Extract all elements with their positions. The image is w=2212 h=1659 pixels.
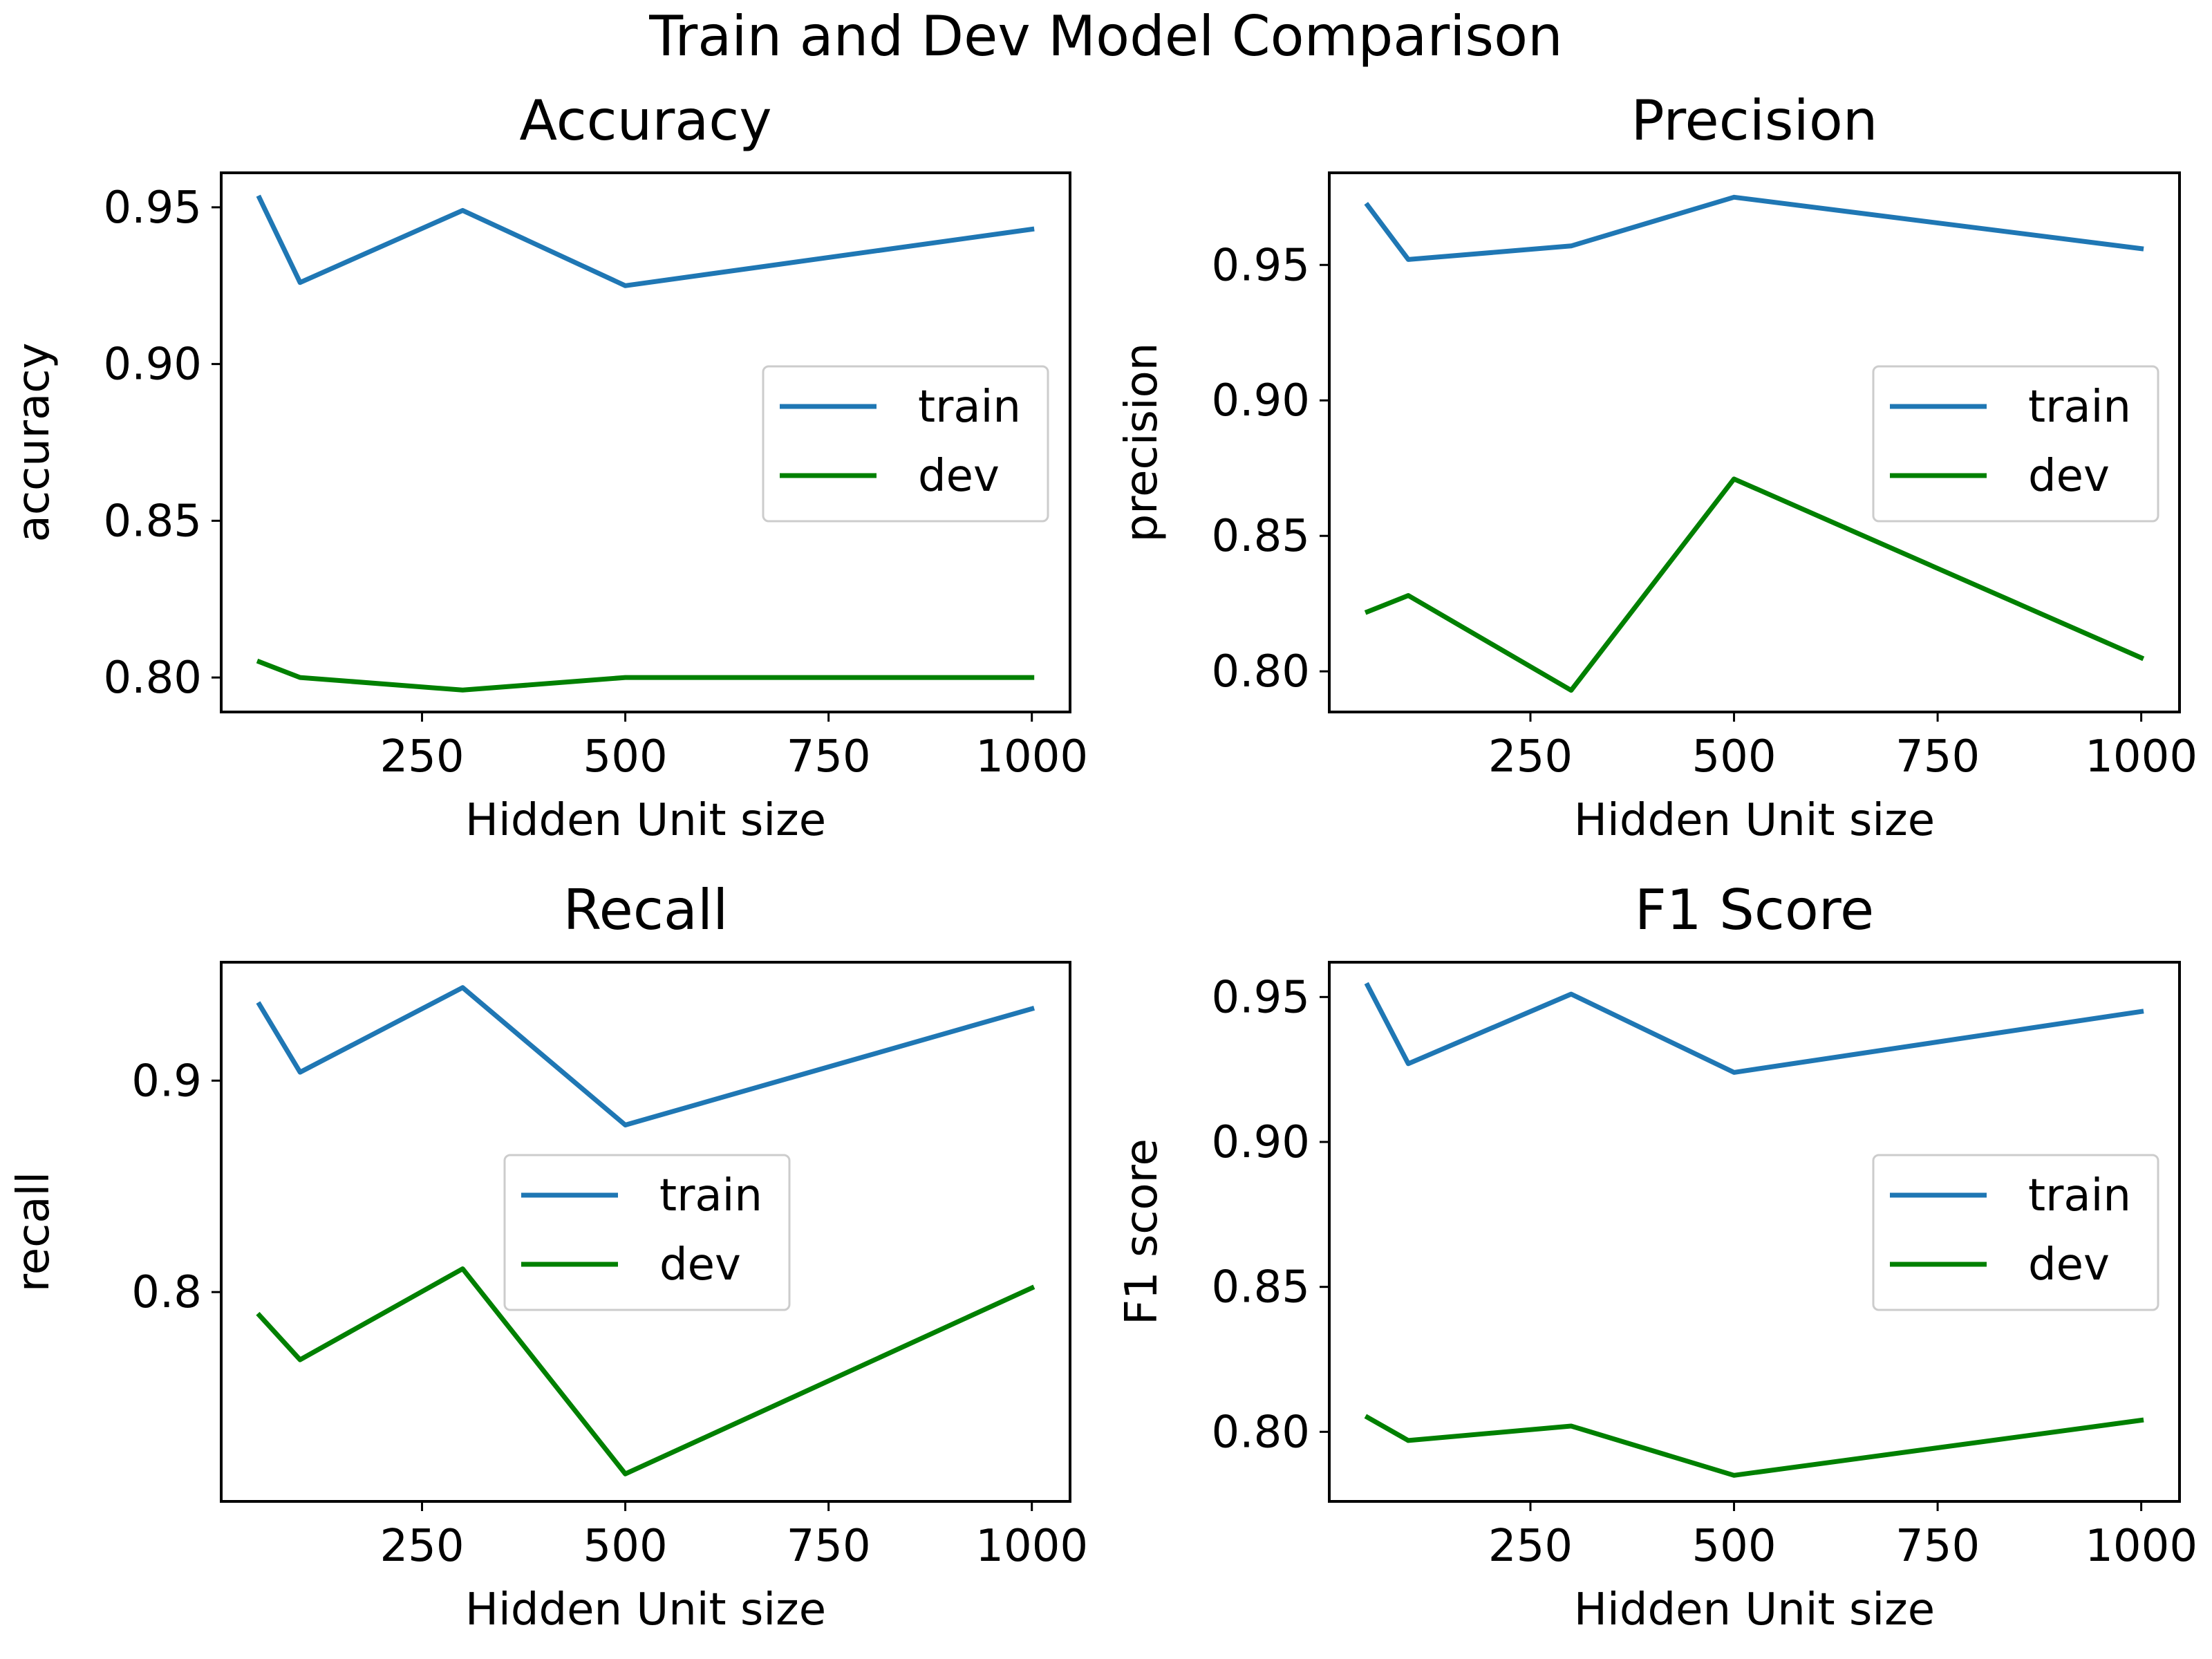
subplot-3: Recall 250 500 750 1000 0.8 0.9 Hidden Unit siz… — [8, 878, 1088, 1635]
x-axis-label: Hidden Unit size — [465, 795, 826, 846]
legend: train dev — [762, 365, 1049, 523]
x-tick-label: 750 — [787, 1521, 871, 1572]
x-tick-label: 1000 — [975, 1521, 1088, 1572]
y-tick-label: 0.90 — [1212, 375, 1311, 427]
y-axis-label: F1 score — [1116, 1138, 1168, 1325]
x-tick-label: 1000 — [975, 731, 1088, 782]
legend-label-dev: dev — [918, 451, 1000, 502]
panel-title: Recall — [563, 878, 729, 942]
figure-title: Train and Dev Model Comparison — [648, 4, 1563, 68]
x-tick-label: 250 — [379, 1521, 464, 1572]
x-tick-label: 750 — [1895, 1521, 1980, 1572]
x-tick-label: 500 — [1691, 1521, 1776, 1572]
x-tick-label: 250 — [1488, 731, 1573, 782]
y-tick-label: 0.90 — [1212, 1117, 1311, 1168]
y-axis-label: recall — [8, 1172, 59, 1292]
y-tick-label: 0.85 — [1212, 511, 1311, 562]
axes-frame — [220, 961, 1071, 1503]
y-tick-label: 0.80 — [1212, 1407, 1311, 1458]
panel-title: Accuracy — [519, 88, 771, 153]
x-tick-label: 500 — [1691, 731, 1776, 782]
legend-label-dev: dev — [2028, 451, 2110, 502]
subplot-2: Precision 250 500 750 1000 0.80 0.85 0.90 0.95 Hi… — [1116, 88, 2197, 846]
y-tick-label: 0.85 — [1212, 1262, 1311, 1313]
x-tick-label: 750 — [787, 731, 871, 782]
y-tick-label: 0.80 — [1212, 646, 1311, 697]
y-tick-label: 0.95 — [1212, 972, 1311, 1023]
y-tick-label: 0.9 — [131, 1056, 202, 1107]
y-axis-label: precision — [1116, 343, 1168, 543]
legend-label-train: train — [659, 1170, 762, 1221]
x-tick-label: 750 — [1895, 731, 1980, 782]
y-tick-label: 0.8 — [131, 1267, 202, 1318]
panel-title: Precision — [1631, 88, 1878, 153]
y-tick-label: 0.80 — [104, 653, 203, 704]
legend: train dev — [503, 1154, 791, 1311]
x-tick-label: 1000 — [2085, 731, 2197, 782]
legend-label-train: train — [2028, 382, 2131, 433]
x-tick-label: 250 — [1488, 1521, 1573, 1572]
x-axis-label: Hidden Unit size — [465, 1584, 826, 1635]
x-tick-label: 500 — [583, 1521, 668, 1572]
x-axis-label: Hidden Unit size — [1574, 795, 1935, 846]
y-tick-label: 0.95 — [104, 182, 203, 234]
subplot-4: F1 Score 250 500 750 1000 0.80 0.85 0.90 0.95 Hid… — [1116, 878, 2197, 1635]
panel-title: F1 Score — [1635, 878, 1874, 942]
x-tick-label: 1000 — [2085, 1521, 2197, 1572]
axes-frame — [220, 171, 1071, 713]
subplot-1: Accuracy 250 500 750 1000 0.80 0.85 0.90 0.95 Hid… — [8, 88, 1088, 846]
y-tick-label: 0.85 — [104, 496, 203, 547]
legend-label-train: train — [2028, 1170, 2131, 1221]
axes-frame — [1328, 961, 2181, 1503]
y-tick-label: 0.95 — [1212, 240, 1311, 291]
y-axis-label: accuracy — [8, 343, 59, 543]
x-tick-label: 500 — [583, 731, 668, 782]
legend-label-dev: dev — [2028, 1239, 2110, 1291]
legend: train dev — [1872, 1154, 2159, 1311]
subplots-grid: Accuracy 250 500 750 1000 0.80 0.85 0.90 0.95 Hid… — [8, 88, 2197, 1635]
y-tick-label: 0.90 — [104, 339, 203, 391]
axes-frame — [1328, 171, 2181, 713]
legend: train dev — [1872, 365, 2159, 523]
legend-label-dev: dev — [659, 1239, 741, 1291]
x-tick-label: 250 — [379, 731, 464, 782]
legend-label-train: train — [918, 382, 1021, 433]
x-axis-label: Hidden Unit size — [1574, 1584, 1935, 1635]
